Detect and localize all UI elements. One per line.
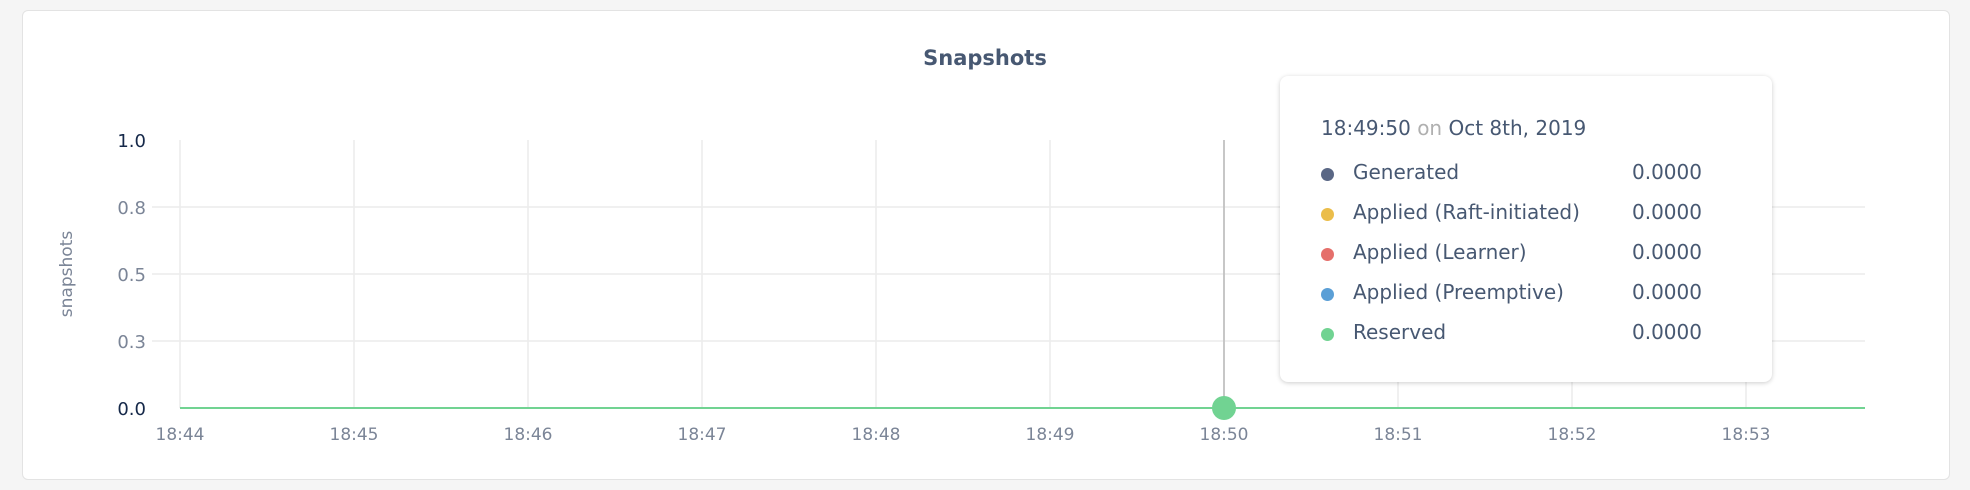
- series-dot-icon: [1321, 328, 1334, 341]
- series-dot-icon: [1321, 288, 1334, 301]
- tooltip-value: 0.0000: [1632, 320, 1702, 344]
- tooltip: 18:49:50 on Oct 8th, 2019 Generated 0.000…: [1280, 76, 1772, 382]
- tooltip-value: 0.0000: [1632, 280, 1702, 304]
- tooltip-label: Generated: [1353, 160, 1460, 184]
- x-tick-label: 18:52: [1548, 425, 1597, 445]
- chart-title: Snapshots: [923, 46, 1047, 70]
- y-tick-label: 0.0: [117, 399, 146, 420]
- tooltip-header: 18:49:50 on Oct 8th, 2019: [1321, 116, 1586, 140]
- x-tick-label: 18:51: [1374, 425, 1423, 445]
- x-tick-label: 18:45: [330, 425, 379, 445]
- x-tick-label: 18:48: [852, 425, 901, 445]
- tooltip-label: Reserved: [1353, 320, 1447, 344]
- x-tick-label: 18:47: [678, 425, 727, 445]
- series-dot-icon: [1321, 248, 1334, 261]
- tooltip-value: 0.0000: [1632, 240, 1702, 264]
- y-tick-label: 0.8: [117, 198, 146, 219]
- x-tick-label: 18:46: [504, 425, 553, 445]
- x-tick-label: 18:49: [1026, 425, 1075, 445]
- x-tick-label: 18:44: [156, 425, 205, 445]
- hover-point-marker: [1212, 396, 1236, 420]
- y-tick-label: 1.0: [117, 131, 146, 152]
- tooltip-label: Applied (Learner): [1353, 240, 1527, 264]
- y-tick-label: 0.3: [117, 332, 146, 353]
- tooltip-date: Oct 8th, 2019: [1448, 116, 1587, 140]
- tooltip-label: Applied (Raft-initiated): [1353, 200, 1580, 224]
- x-tick-label: 18:53: [1722, 425, 1771, 445]
- tooltip-label: Applied (Preemptive): [1353, 280, 1564, 304]
- tooltip-row: Reserved 0.0000: [1321, 320, 1741, 350]
- tooltip-row: Generated 0.0000: [1321, 160, 1741, 190]
- y-tick-label: 0.5: [117, 265, 146, 286]
- x-tick-label: 18:50: [1200, 425, 1249, 445]
- tooltip-row: Applied (Preemptive) 0.0000: [1321, 280, 1741, 310]
- tooltip-on: on: [1417, 116, 1443, 140]
- series-dot-icon: [1321, 168, 1334, 181]
- tooltip-row: Applied (Raft-initiated) 0.0000: [1321, 200, 1741, 230]
- tooltip-time: 18:49:50: [1321, 116, 1411, 140]
- tooltip-value: 0.0000: [1632, 160, 1702, 184]
- y-axis-label: snapshots: [57, 231, 77, 318]
- tooltip-row: Applied (Learner) 0.0000: [1321, 240, 1741, 270]
- tooltip-value: 0.0000: [1632, 200, 1702, 224]
- series-dot-icon: [1321, 208, 1334, 221]
